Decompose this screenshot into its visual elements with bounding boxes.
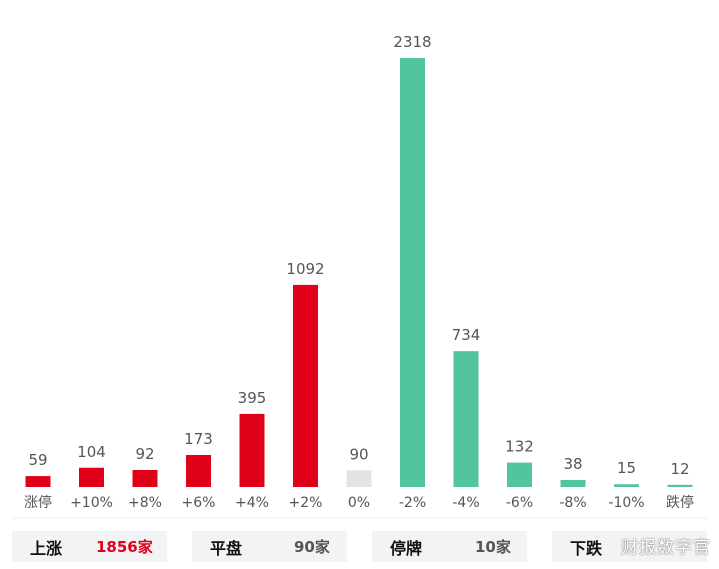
value-label-10: 38 xyxy=(563,455,582,473)
category-label-6: 0% xyxy=(348,495,370,511)
value-label-1: 104 xyxy=(77,443,106,461)
category-label-7: -2% xyxy=(399,495,426,511)
bar-6 xyxy=(346,470,372,487)
summary-halt-box: 停牌 10家 xyxy=(372,531,527,562)
value-label-9: 132 xyxy=(505,438,534,456)
summary-up-value: 1856家 xyxy=(96,538,153,556)
bar-7 xyxy=(400,58,425,487)
category-label-1: +10% xyxy=(70,495,113,511)
value-label-3: 173 xyxy=(184,430,213,448)
category-label-3: +6% xyxy=(182,495,216,511)
bar-0 xyxy=(25,476,51,487)
summary-down-label: 下跌 xyxy=(570,538,603,558)
bar-8 xyxy=(453,351,479,487)
category-label-5: +2% xyxy=(289,495,323,511)
summary-halt-label: 停牌 xyxy=(390,538,423,558)
value-label-0: 59 xyxy=(28,451,47,469)
bar-2 xyxy=(132,469,158,487)
value-label-8: 734 xyxy=(452,326,481,344)
value-label-6: 90 xyxy=(349,445,368,463)
bar-1 xyxy=(79,467,104,487)
summary-halt-value: 10家 xyxy=(475,538,511,556)
category-label-8: -4% xyxy=(452,495,479,511)
bar-12 xyxy=(667,484,693,487)
category-label-0: 涨停 xyxy=(24,494,52,511)
value-label-5: 1092 xyxy=(286,260,324,278)
value-label-11: 15 xyxy=(617,459,636,477)
watermark-text: 财报数字官 xyxy=(621,538,711,558)
value-label-7: 2318 xyxy=(393,33,431,51)
summary-down-box: 下跌 xyxy=(552,531,707,562)
value-label-2: 92 xyxy=(135,445,154,463)
value-label-12: 12 xyxy=(670,460,689,478)
category-label-2: +8% xyxy=(128,495,162,511)
summary-up-label: 上涨 xyxy=(30,538,63,558)
bar-10 xyxy=(560,479,586,487)
category-label-9: -6% xyxy=(506,495,533,511)
category-label-11: -10% xyxy=(608,495,644,511)
category-label-10: -8% xyxy=(559,495,586,511)
summary-flat-label: 平盘 xyxy=(210,538,243,558)
bar-3 xyxy=(186,454,211,487)
category-label-4: +4% xyxy=(235,495,269,511)
market-breadth-bar-chart: 59 104 92 173 395 1092 90 2318 734 132 38 15 12 涨停 +1… xyxy=(12,33,708,519)
summary-flat-value: 90家 xyxy=(294,538,330,556)
value-label-4: 395 xyxy=(238,389,267,407)
bar-5 xyxy=(293,284,318,487)
summary-flat-box: 平盘 90家 xyxy=(192,531,347,562)
summary-up-box: 上涨 1856家 xyxy=(12,531,167,562)
bar-11 xyxy=(614,484,639,487)
bar-4 xyxy=(239,413,265,487)
bar-9 xyxy=(507,462,532,487)
category-label-12: 跌停 xyxy=(666,494,694,511)
